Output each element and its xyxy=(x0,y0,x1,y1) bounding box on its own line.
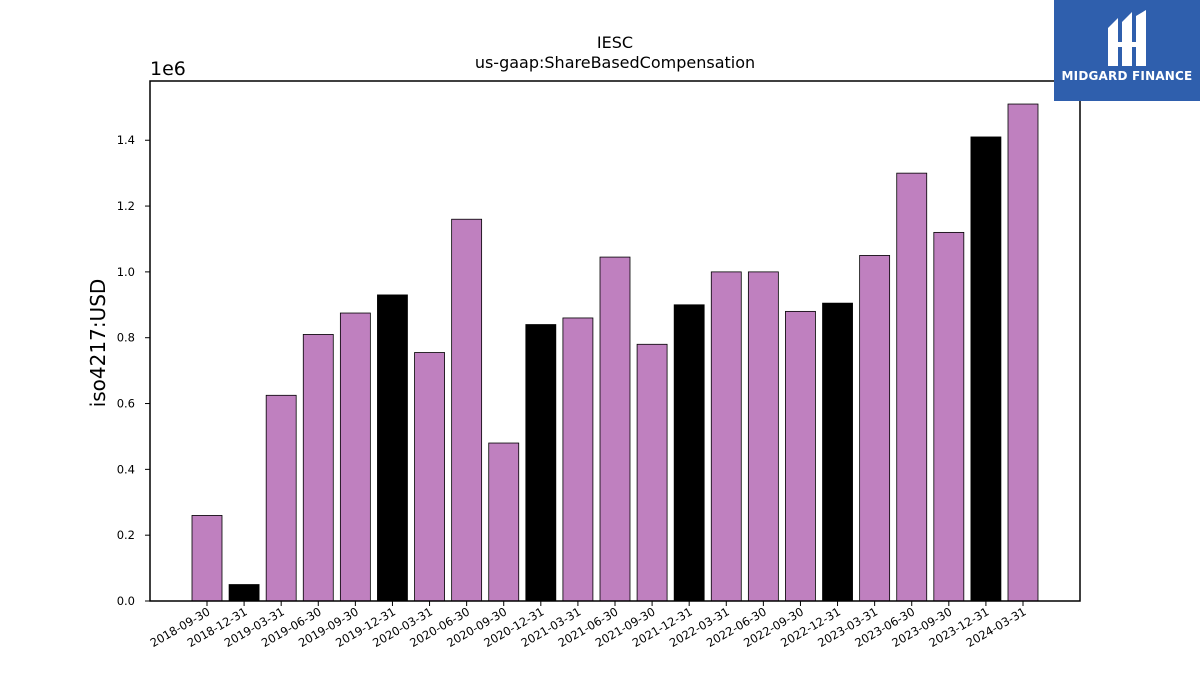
bar-2020-03-31 xyxy=(414,352,445,602)
bar-2022-06-30 xyxy=(747,271,779,602)
y-axis-multiplier: 1e6 xyxy=(150,58,186,80)
midgard-logo-icon xyxy=(1108,10,1146,66)
bar-2018-12-31 xyxy=(228,584,260,602)
bar-2023-06-30 xyxy=(896,172,928,602)
bar-2019-06-30 xyxy=(302,334,334,602)
bar-2020-09-30 xyxy=(488,442,520,602)
bar-2021-12-31 xyxy=(673,304,705,602)
bar-2022-09-30 xyxy=(785,310,816,602)
bar-2019-03-31 xyxy=(265,394,297,602)
bar-2019-12-31 xyxy=(377,294,408,602)
plot-frame xyxy=(149,80,1081,602)
bar-2023-03-31 xyxy=(859,255,891,602)
bar-2022-12-31 xyxy=(822,302,853,602)
bar-2020-06-30 xyxy=(451,218,483,602)
bar-2020-12-31 xyxy=(525,324,557,602)
bar-2021-09-30 xyxy=(636,343,668,602)
y-tick-label: 0.4 xyxy=(117,462,135,476)
bar-2022-03-31 xyxy=(710,271,742,602)
bar-2021-03-31 xyxy=(562,317,594,602)
bar-2019-09-30 xyxy=(339,312,371,602)
y-tick-label: 1.2 xyxy=(117,199,135,213)
chart-subtitle: us-gaap:ShareBasedCompensation xyxy=(475,53,755,72)
bar-2021-06-30 xyxy=(599,256,631,602)
y-tick-label: 0.6 xyxy=(117,397,135,411)
y-tick-label: 1.0 xyxy=(117,265,135,279)
watermark-text: MIDGARD FINANCE xyxy=(1061,69,1193,83)
bar-2023-12-31 xyxy=(970,136,1002,602)
bar-2024-03-31 xyxy=(1007,103,1039,602)
bar-2018-09-30 xyxy=(191,515,223,602)
x-ticks-group: 2018-09-302018-12-312019-03-312019-06-30… xyxy=(148,601,1029,650)
y-tick-label: 0.2 xyxy=(117,528,135,542)
y-tick-label: 0.8 xyxy=(117,331,135,345)
y-tick-label: 1.4 xyxy=(117,133,135,147)
watermark-logo: MIDGARD FINANCE xyxy=(1054,0,1200,101)
y-tick-label: 0.0 xyxy=(117,594,135,608)
bar-2023-09-30 xyxy=(933,231,965,602)
bars-group xyxy=(191,103,1039,602)
y-ticks-group: 0.0 0.2 0.4 0.6 0.8 1.0 1.2 1.4 xyxy=(117,133,150,608)
chart-title: IESC xyxy=(597,33,633,52)
y-axis-label: iso4217:USD xyxy=(86,279,110,408)
